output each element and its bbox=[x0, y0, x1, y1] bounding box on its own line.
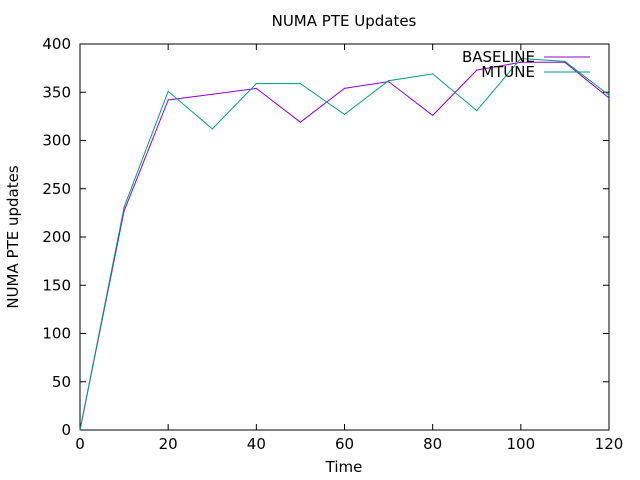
data-point-mtune bbox=[255, 82, 257, 85]
data-point-mtune bbox=[387, 80, 390, 82]
y-tick-label: 400 bbox=[42, 35, 71, 53]
data-point-baseline bbox=[299, 121, 302, 123]
data-point-baseline bbox=[255, 87, 257, 89]
legend-label-mtune: MTUNE bbox=[481, 63, 535, 81]
chart-title: NUMA PTE Updates bbox=[272, 12, 417, 30]
y-tick-label: 150 bbox=[42, 276, 71, 294]
y-tick-label: 0 bbox=[61, 421, 71, 439]
y-tick-label: 350 bbox=[42, 83, 71, 101]
data-point-baseline bbox=[520, 61, 522, 63]
plot-area bbox=[79, 43, 610, 431]
data-point-mtune bbox=[520, 57, 522, 60]
y-tick-label: 300 bbox=[42, 132, 71, 150]
x-tick-label: 100 bbox=[507, 435, 536, 453]
data-point-mtune bbox=[211, 128, 213, 130]
series-layer bbox=[79, 57, 610, 431]
data-point-mtune bbox=[564, 60, 566, 62]
x-axis: 0 20 40 60 80 100 120 bbox=[75, 44, 623, 453]
data-point-baseline bbox=[476, 69, 478, 71]
x-tick-label: 0 bbox=[75, 435, 85, 453]
data-point-mtune bbox=[608, 94, 610, 96]
x-axis-label: Time bbox=[325, 458, 363, 476]
x-tick-label: 60 bbox=[335, 435, 354, 453]
data-point-mtune bbox=[476, 109, 478, 112]
data-point-baseline bbox=[211, 93, 213, 95]
data-point-mtune bbox=[123, 206, 125, 208]
data-point-mtune bbox=[432, 73, 434, 75]
x-tick-label: 120 bbox=[595, 435, 624, 453]
data-point-mtune bbox=[343, 113, 346, 116]
y-tick-label: 200 bbox=[42, 228, 71, 246]
data-point-baseline bbox=[432, 114, 434, 117]
x-tick-label: 40 bbox=[247, 435, 266, 453]
y-axis: 0 50 100 150 200 250 300 350 400 bbox=[42, 35, 609, 439]
y-tick-label: 100 bbox=[42, 325, 71, 343]
y-axis-label: NUMA PTE updates bbox=[4, 165, 22, 308]
x-tick-label: 20 bbox=[159, 435, 178, 453]
plot-frame bbox=[79, 43, 610, 431]
data-point-baseline bbox=[343, 87, 346, 89]
data-point-baseline bbox=[167, 99, 169, 101]
x-tick-label: 80 bbox=[423, 435, 442, 453]
legend-label-baseline: BASELINE bbox=[462, 48, 535, 66]
data-point-baseline bbox=[608, 97, 610, 99]
data-point-mtune bbox=[167, 90, 169, 92]
data-point-mtune bbox=[299, 82, 302, 85]
data-point-mtune bbox=[79, 429, 81, 431]
series-line-baseline bbox=[79, 61, 610, 431]
y-tick-label: 250 bbox=[42, 180, 71, 198]
y-tick-label: 50 bbox=[52, 373, 71, 391]
